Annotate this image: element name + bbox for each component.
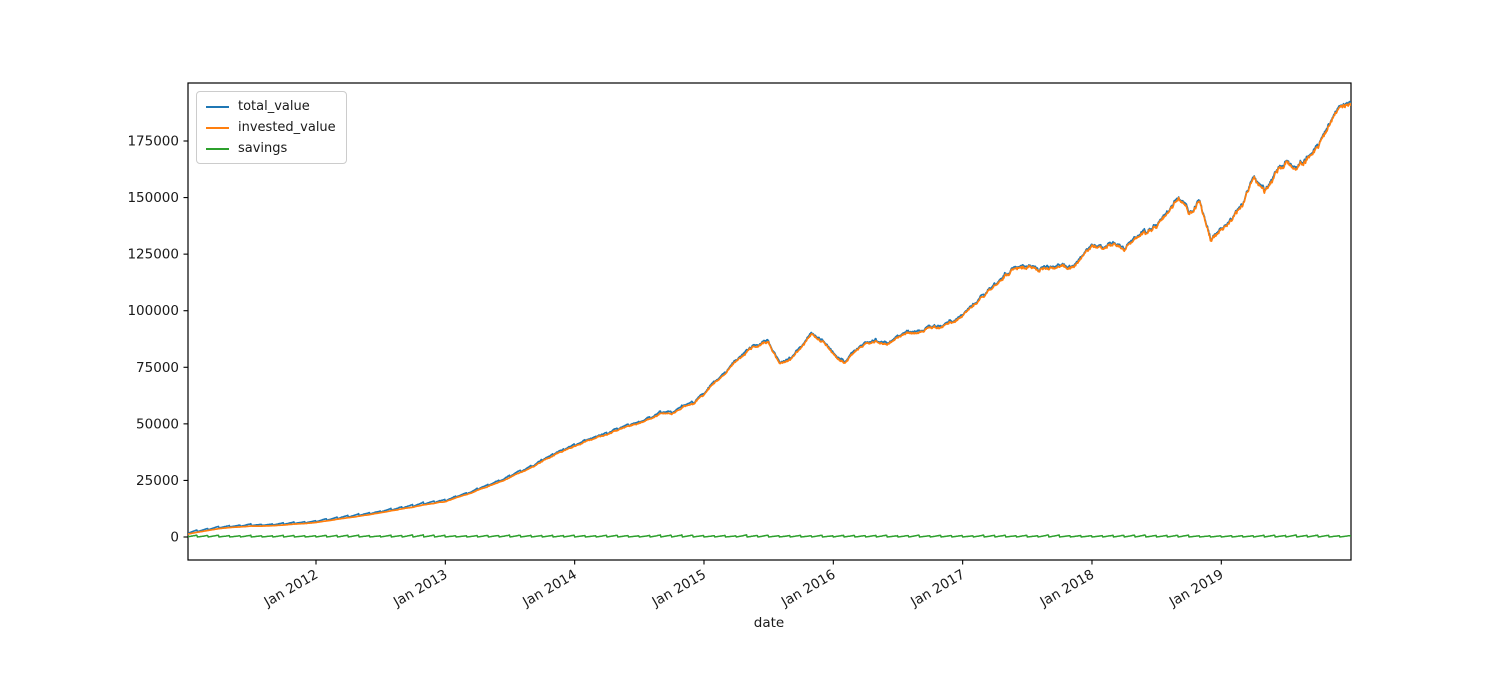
- y-tick-label: 0: [170, 530, 179, 546]
- legend-item-total-value: total_value: [206, 98, 336, 115]
- legend-line-swatch-green: [206, 147, 229, 150]
- y-tick-label: 150000: [127, 190, 179, 206]
- x-tick-label: Jan 2018: [1037, 567, 1097, 611]
- x-tick-label: Jan 2015: [649, 567, 709, 611]
- legend-label: invested_value: [238, 120, 336, 135]
- x-axis-label: date: [753, 615, 785, 631]
- x-tick-label: Jan 2017: [907, 567, 967, 611]
- x-tick-label: Jan 2012: [261, 567, 321, 611]
- legend-line-swatch-blue: [206, 105, 229, 108]
- line-savings: [188, 534, 1351, 538]
- line-total-value: [188, 100, 1351, 535]
- y-tick-label: 75000: [136, 360, 179, 376]
- y-tick-label: 175000: [127, 134, 179, 150]
- legend-item-invested-value: invested_value: [206, 119, 336, 136]
- legend-item-savings: savings: [206, 140, 336, 157]
- y-tick-label: 100000: [127, 303, 179, 319]
- line-invested-value: [188, 102, 1351, 535]
- y-tick-label: 50000: [136, 416, 179, 432]
- legend-line-swatch-orange: [206, 126, 229, 129]
- y-tick-label: 125000: [127, 247, 179, 263]
- legend-label: savings: [238, 141, 288, 156]
- axes-spines: [187, 82, 1352, 561]
- data-lines-group: [188, 100, 1351, 538]
- legend-label: total_value: [238, 99, 310, 114]
- x-tick-label: Jan 2016: [778, 567, 838, 611]
- x-tick-label: Jan 2019: [1166, 567, 1226, 611]
- y-tick-label: 25000: [136, 473, 179, 489]
- x-tick-label: Jan 2013: [390, 567, 450, 611]
- legend: total_value invested_value savings: [196, 91, 347, 164]
- x-tick-label: Jan 2014: [519, 567, 579, 611]
